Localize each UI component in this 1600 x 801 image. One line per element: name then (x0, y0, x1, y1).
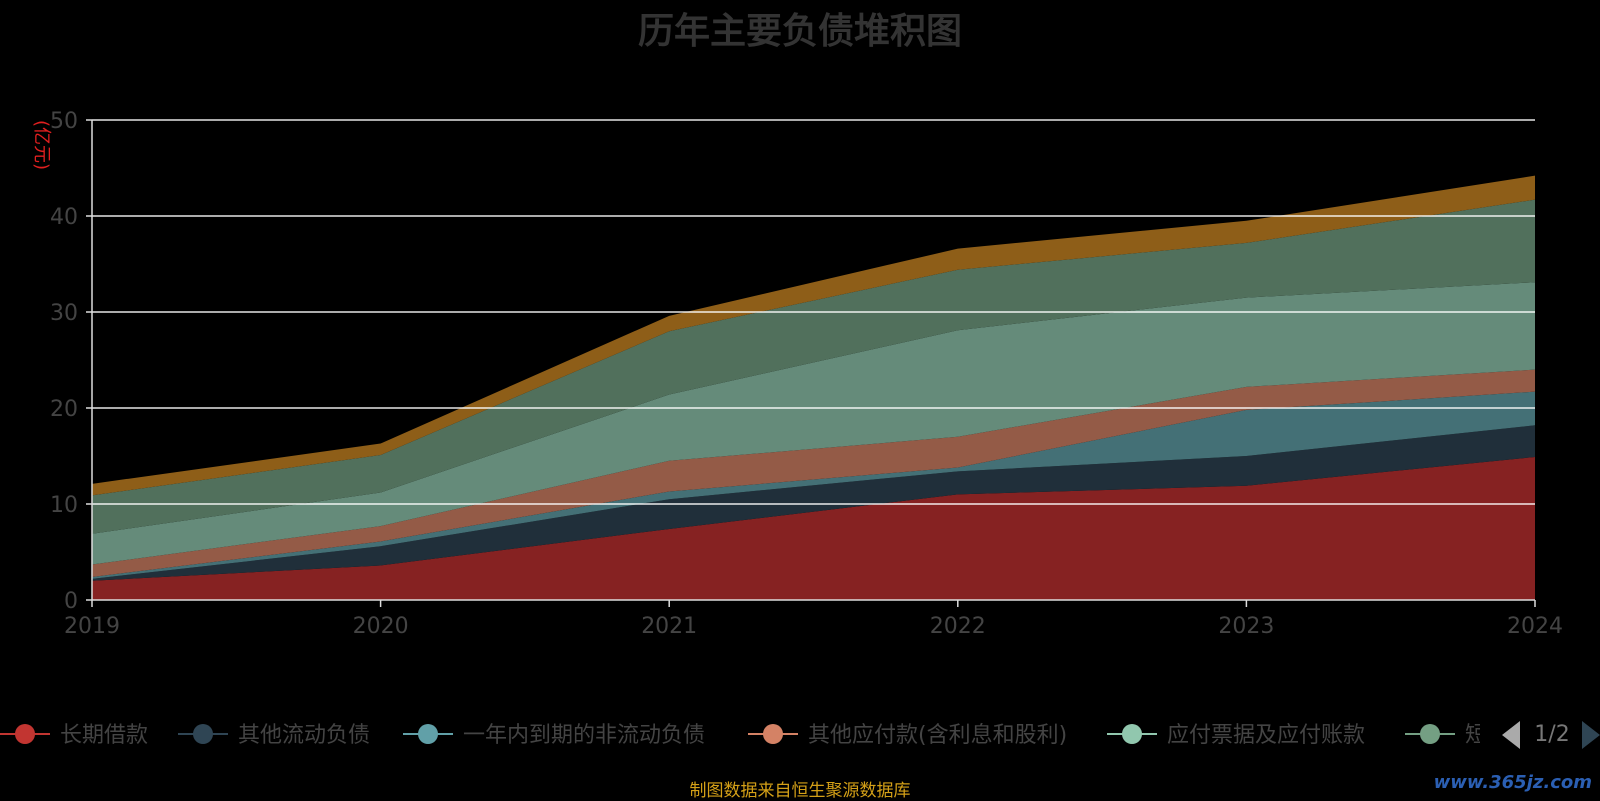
y-tick-label-20: 20 (50, 397, 78, 422)
legend-item-2[interactable]: 一年内到期的非流动负债 (403, 723, 705, 748)
area-series-2 (92, 391, 1535, 579)
legend-label-4: 应付票据及应付账款 (1167, 723, 1365, 748)
y-axis-label: (亿元) (31, 120, 52, 170)
x-tick-label-2024: 2024 (1507, 614, 1563, 639)
axis-layer: 0 10 20 30 40 50 2019 2020 2021 2022 2023 2024 (50, 109, 1563, 639)
y-tick-label-40: 40 (50, 205, 78, 230)
legend-item-0[interactable]: 长期借款 (0, 723, 148, 748)
legend-marker-2 (418, 724, 438, 744)
legend-marker-5 (1420, 724, 1440, 744)
legend-label-1: 其他流动负债 (238, 723, 370, 748)
legend-marker-0 (15, 724, 35, 744)
y-tick-label-0: 0 (64, 589, 78, 614)
legend-label-3: 其他应付款(含利息和股利) (808, 723, 1067, 748)
area-series-4 (92, 282, 1535, 565)
legend-next-icon[interactable] (1582, 721, 1600, 749)
legend: 长期借款 其他流动负债 一年内到期的非流动负债 其他应付款(含利息和股利) 应付票据及应… (0, 723, 1553, 748)
area-series-6 (92, 175, 1535, 496)
area-series-5 (92, 199, 1535, 534)
data-source-footer: 制图数据来自恒生聚源数据库 (689, 781, 911, 801)
x-tick-label-2021: 2021 (641, 614, 697, 639)
legend-marker-3 (763, 724, 783, 744)
legend-item-5[interactable]: 短期借款 (1405, 723, 1553, 748)
x-tick-label-2020: 2020 (353, 614, 409, 639)
x-tick-label-2023: 2023 (1218, 614, 1274, 639)
legend-item-4[interactable]: 应付票据及应付账款 (1107, 723, 1365, 748)
area-series-0 (92, 456, 1535, 600)
chart-title: 历年主要负债堆积图 (637, 11, 962, 52)
x-tick-label-2019: 2019 (64, 614, 120, 639)
x-tick-label-2022: 2022 (930, 614, 986, 639)
legend-label-2: 一年内到期的非流动负债 (463, 723, 705, 748)
legend-label-5: 短期借款 (1465, 723, 1553, 748)
y-tick-label-50: 50 (50, 109, 78, 134)
legend-pager[interactable]: 1/2 (1502, 721, 1600, 749)
watermark: www.365jz.com (1433, 772, 1592, 793)
legend-label-0: 长期借款 (60, 723, 148, 748)
legend-item-3[interactable]: 其他应付款(含利息和股利) (748, 723, 1067, 748)
legend-marker-1 (193, 724, 213, 744)
area-layer (92, 119, 1535, 600)
y-tick-label-30: 30 (50, 301, 78, 326)
legend-items: 长期借款 其他流动负债 一年内到期的非流动负债 其他应付款(含利息和股利) 应付票据及应… (0, 723, 1553, 748)
legend-marker-4 (1122, 724, 1142, 744)
area-series-1 (92, 425, 1535, 581)
y-tick-label-10: 10 (50, 493, 78, 518)
legend-prev-icon[interactable] (1502, 721, 1520, 749)
legend-item-1[interactable]: 其他流动负债 (178, 723, 370, 748)
legend-page-indicator: 1/2 (1534, 722, 1569, 747)
area-series-3 (92, 369, 1535, 577)
